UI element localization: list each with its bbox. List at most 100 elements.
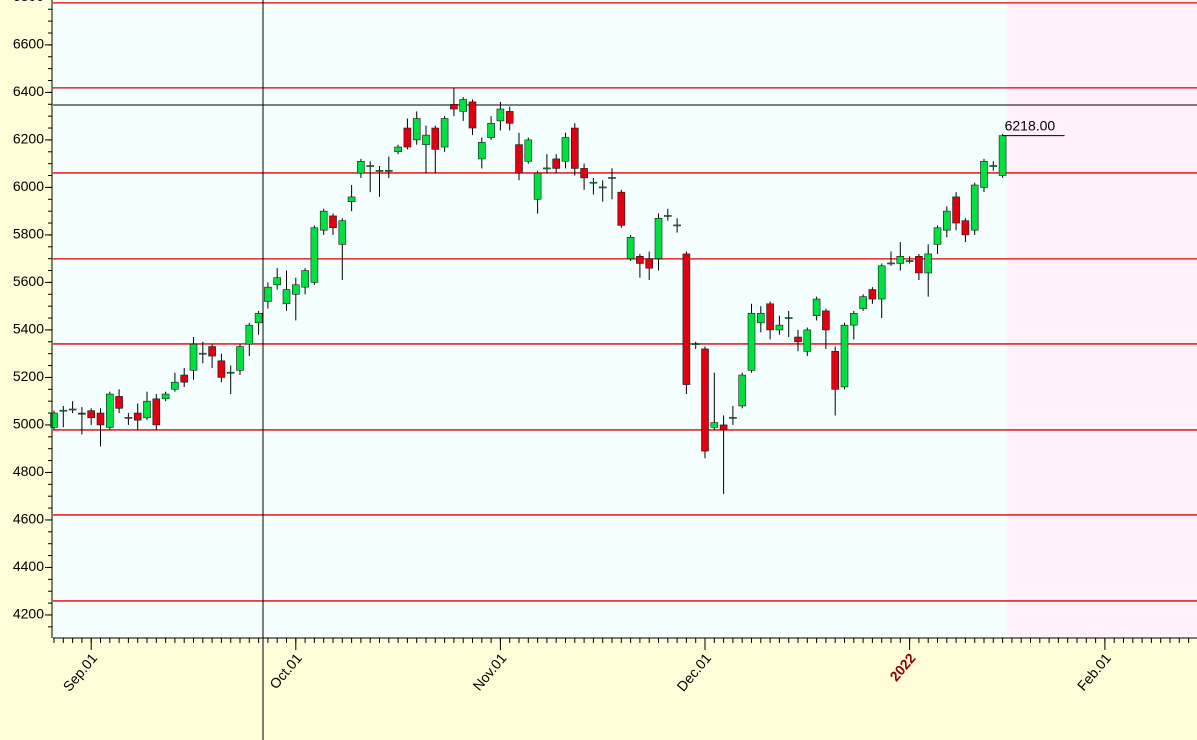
candle-body: [217, 360, 226, 378]
candle-body: [543, 167, 551, 170]
candle-body: [915, 255, 923, 274]
candle-body: [254, 312, 263, 324]
candle-body: [636, 255, 644, 264]
candle-body: [822, 310, 830, 331]
candle-body: [942, 210, 951, 231]
candle-body: [412, 118, 421, 141]
y-tick-label: 6800: [13, 0, 44, 4]
candle-body: [450, 103, 458, 110]
candle-body: [115, 396, 123, 409]
candle-body: [710, 422, 719, 428]
candle-body: [617, 191, 626, 226]
candle-body: [524, 139, 533, 162]
candle-body: [775, 324, 784, 331]
candle-body: [701, 348, 709, 452]
candle-body: [282, 289, 291, 305]
candle-body: [189, 343, 198, 371]
y-tick-label: 5200: [13, 368, 44, 384]
candle-body: [505, 111, 514, 124]
candle-body: [347, 196, 356, 202]
candle-body: [152, 398, 161, 426]
candle-body: [87, 410, 95, 419]
candle-body: [831, 351, 840, 390]
candle-body: [96, 412, 105, 426]
candle-body: [682, 253, 691, 385]
candle-body: [719, 424, 728, 430]
y-tick-label: 4400: [13, 558, 44, 574]
candle-body: [998, 135, 1007, 176]
candle-body: [608, 177, 616, 179]
candle-body: [552, 158, 561, 169]
candle-body: [812, 298, 821, 316]
candle-body: [924, 253, 933, 274]
candle-body: [933, 227, 942, 245]
candle-body: [459, 99, 468, 112]
candle-body: [245, 324, 254, 345]
candle-body: [784, 317, 793, 319]
candle-body: [570, 127, 579, 169]
candle-body: [403, 127, 412, 148]
candle-body: [487, 122, 495, 138]
future-area: [1007, 0, 1197, 638]
candle-body: [50, 412, 58, 428]
y-tick-label: 4200: [13, 606, 44, 622]
y-tick-label: 6000: [13, 178, 44, 194]
candle-body: [859, 296, 867, 309]
candle-body: [68, 408, 77, 411]
candle-body: [366, 165, 375, 167]
candle-body: [171, 381, 179, 390]
candle-body: [226, 371, 235, 374]
candle-body: [868, 289, 877, 300]
candle-body: [877, 265, 886, 300]
candle-body: [887, 262, 895, 265]
candle-body: [319, 210, 328, 231]
y-tick-label: 5400: [13, 321, 44, 337]
y-tick-label: 5800: [13, 226, 44, 242]
candle-body: [952, 196, 960, 224]
candle-body: [598, 186, 607, 189]
candle-body: [133, 412, 142, 421]
y-tick-label: 5000: [13, 416, 44, 432]
y-tick-label: 6200: [13, 131, 44, 147]
candle-body: [431, 127, 440, 150]
candle-body: [161, 393, 170, 400]
candle-body: [989, 165, 998, 167]
y-tick-label: 4600: [13, 511, 44, 527]
candle-body: [301, 270, 309, 288]
candle-body: [589, 181, 598, 184]
candle-body: [180, 374, 188, 383]
candle-body: [738, 374, 747, 407]
y-tick-label: 5600: [13, 273, 44, 289]
candle-body: [729, 417, 737, 419]
candle-body: [394, 146, 402, 153]
plot-area: [53, 0, 1197, 638]
candle-body: [143, 400, 151, 419]
candle-body: [477, 141, 486, 160]
candle-body: [849, 312, 858, 326]
candle-body: [106, 393, 114, 428]
candle-body: [236, 346, 244, 371]
price-label: 6218.00: [1005, 117, 1056, 133]
candle-body: [78, 412, 86, 415]
candle-body: [673, 224, 681, 227]
candle-body: [970, 184, 979, 231]
candle-body: [264, 286, 272, 302]
candle-body: [384, 170, 393, 172]
candle-body: [329, 215, 337, 229]
candle-body: [291, 284, 300, 295]
candle-body: [766, 303, 774, 331]
candle-body: [124, 417, 133, 419]
candle-body: [896, 255, 905, 264]
candle-body: [496, 108, 505, 122]
candle-body: [310, 227, 319, 283]
candle-body: [515, 144, 523, 174]
candle-body: [905, 260, 914, 262]
candle-body: [747, 312, 756, 371]
candle-body: [794, 336, 802, 343]
candle-body: [208, 346, 216, 357]
y-tick-label: 6600: [13, 36, 44, 52]
candle-body: [59, 409, 68, 412]
candle-body: [533, 172, 542, 200]
candle-body: [199, 352, 207, 355]
